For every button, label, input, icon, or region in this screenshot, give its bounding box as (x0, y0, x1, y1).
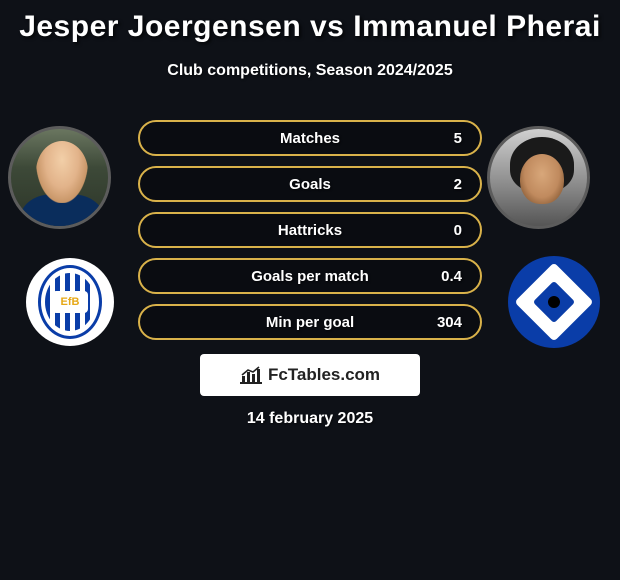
stat-label: Matches (280, 130, 340, 147)
stat-row: Hattricks 0 (138, 212, 482, 248)
stat-row: Goals 2 (138, 166, 482, 202)
hsv-badge-icon (514, 262, 593, 341)
comparison-card: Jesper Joergensen vs Immanuel Pherai Clu… (0, 0, 620, 580)
stats-list: Matches 5 Goals 2 Hattricks 0 Goals per match 0… (138, 120, 482, 350)
stat-row: Matches 5 (138, 120, 482, 156)
stat-value: 304 (437, 314, 462, 331)
subtitle: Club competitions, Season 2024/2025 (0, 62, 620, 80)
brand-name: FcTables.com (268, 365, 380, 385)
stat-label: Goals per match (251, 268, 369, 285)
stat-row: Min per goal 304 (138, 304, 482, 340)
player-right-avatar (487, 126, 590, 229)
player-left-avatar (8, 126, 111, 229)
club-right-badge (508, 256, 600, 348)
stat-label: Min per goal (266, 314, 354, 331)
club-left-code: EfB (52, 291, 88, 313)
stat-value: 2 (454, 176, 462, 193)
stat-value: 5 (454, 130, 462, 147)
stat-row: Goals per match 0.4 (138, 258, 482, 294)
date-label: 14 february 2025 (0, 410, 620, 428)
page-title: Jesper Joergensen vs Immanuel Pherai (0, 0, 620, 44)
stat-value: 0.4 (441, 268, 462, 285)
brand-chart-icon (240, 366, 262, 384)
stat-label: Hattricks (278, 222, 342, 239)
stat-value: 0 (454, 222, 462, 239)
stat-label: Goals (289, 176, 331, 193)
efb-badge-icon: EfB (38, 265, 102, 339)
brand-logo[interactable]: FcTables.com (200, 354, 420, 396)
club-left-badge: EfB (26, 258, 114, 346)
